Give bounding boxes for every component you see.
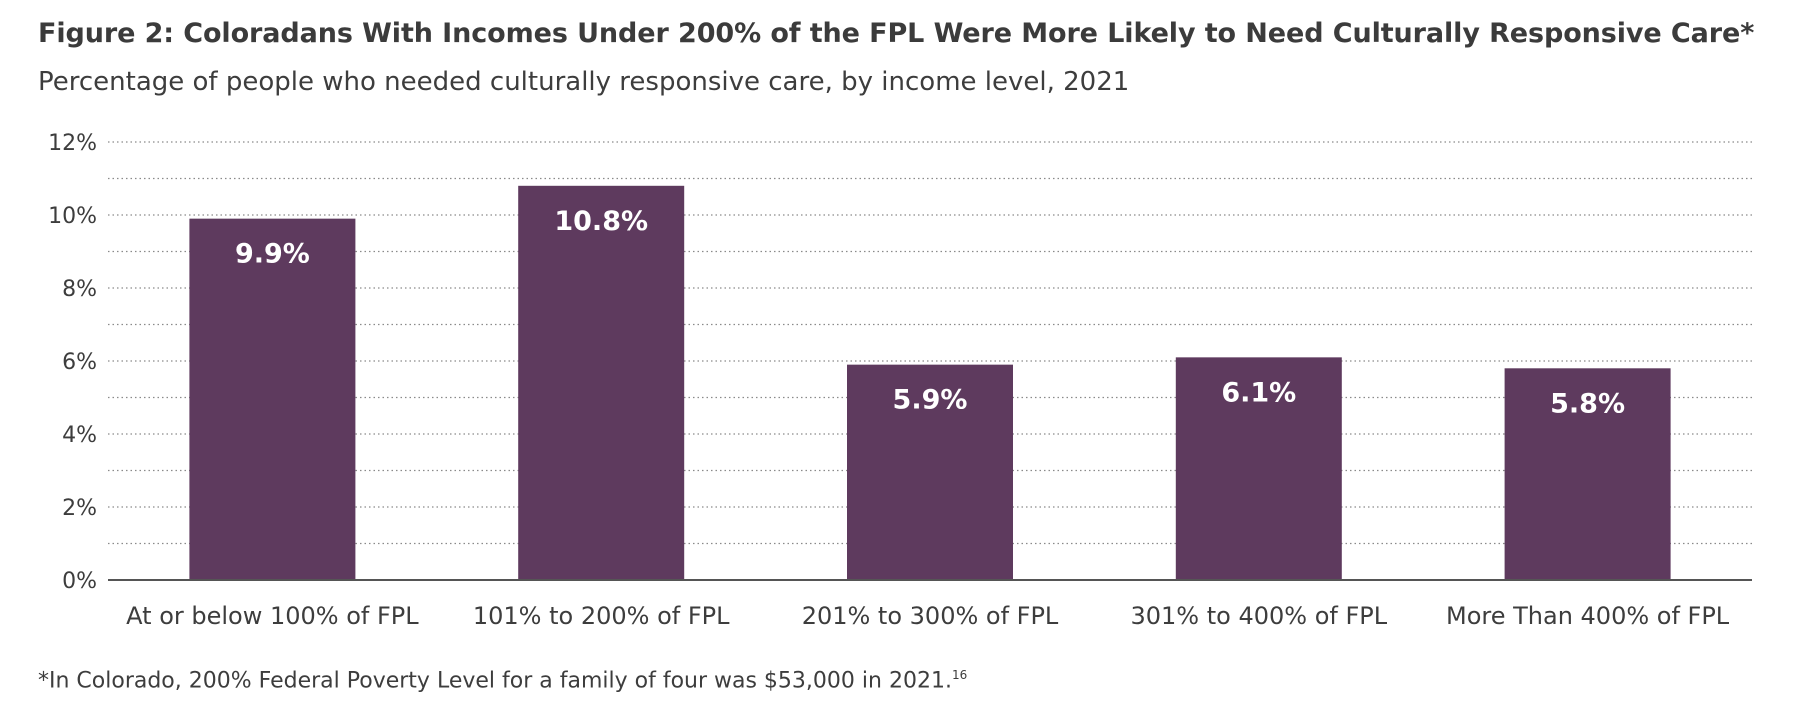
y-tick-label: 4% (62, 423, 97, 448)
bar (189, 218, 356, 580)
bar-data-label: 10.8% (554, 206, 648, 237)
footnote-text: *In Colorado, 200% Federal Poverty Level… (38, 668, 952, 694)
bar (1504, 368, 1671, 580)
y-tick-label: 2% (62, 496, 97, 521)
bar-data-label: 6.1% (1221, 377, 1296, 408)
bar (847, 364, 1013, 580)
y-tick-label: 10% (48, 204, 97, 229)
footnote-reference: 16 (951, 668, 968, 682)
bar-data-label: 5.8% (1550, 388, 1625, 419)
bar (1175, 357, 1342, 580)
chart-title: Figure 2: Coloradans With Incomes Under … (38, 18, 1755, 49)
y-axis-ticks: 0% 2% 4% 6% 8% 10% 12% (48, 131, 97, 594)
bars: 9.9% 10.8% 5.9% 6.1% 5.8% (189, 185, 1671, 581)
x-category-label: More Than 400% of FPL (1446, 602, 1730, 630)
y-tick-label: 6% (62, 350, 97, 375)
x-category-label: 101% to 200% of FPL (473, 602, 730, 630)
x-category-label: At or below 100% of FPL (126, 602, 419, 630)
x-category-label: 201% to 300% of FPL (802, 602, 1059, 630)
y-tick-label: 0% (62, 569, 97, 594)
x-category-label: 301% to 400% of FPL (1130, 602, 1387, 630)
footnote: *In Colorado, 200% Federal Poverty Level… (38, 668, 967, 693)
y-tick-label: 8% (62, 277, 97, 302)
bar (518, 185, 685, 581)
y-tick-label: 12% (48, 131, 97, 156)
bar-data-label: 9.9% (235, 239, 310, 270)
chart-subtitle: Percentage of people who needed cultural… (38, 67, 1130, 97)
x-axis-labels: At or below 100% of FPL 101% to 200% of F… (126, 602, 1730, 630)
bar-data-label: 5.9% (893, 385, 968, 416)
